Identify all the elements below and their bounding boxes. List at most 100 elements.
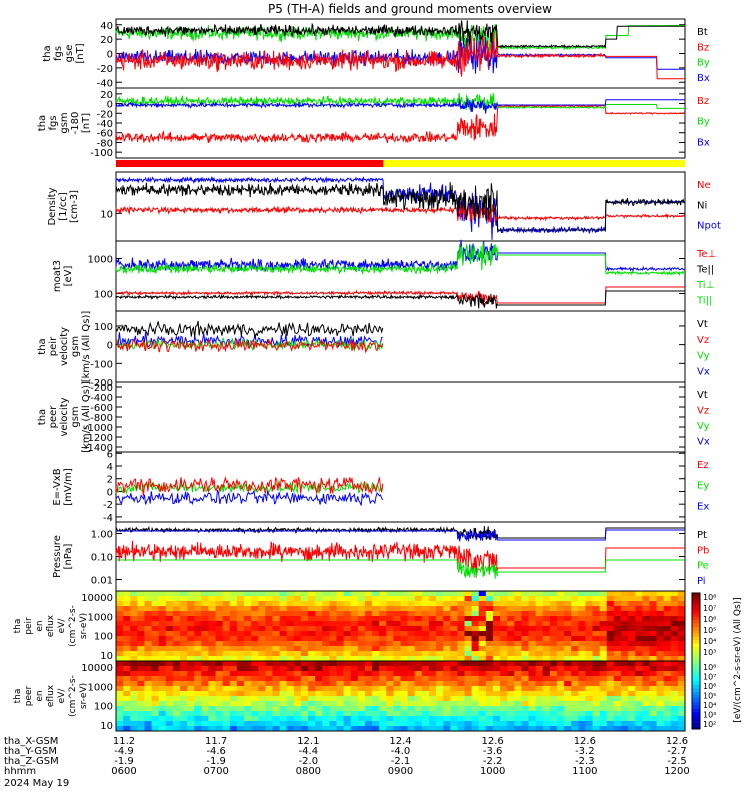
- spectrogram-cell: [222, 696, 231, 702]
- spectrogram-cell: [329, 606, 337, 612]
- spectrogram-cell: [457, 656, 466, 662]
- vt-trace: [115, 320, 384, 340]
- spectrogram-cell: [272, 696, 281, 702]
- spectrogram-cell: [457, 706, 466, 712]
- spectrogram-cell: [549, 596, 558, 602]
- spectrogram-cell: [329, 711, 337, 717]
- spectrogram-cell: [208, 691, 217, 697]
- spectrogram-cell: [272, 601, 281, 607]
- spectrogram-cell: [350, 656, 359, 662]
- spectrogram-cell: [236, 626, 245, 632]
- spectrogram-cell: [187, 666, 195, 672]
- spectrogram-cell: [315, 681, 323, 687]
- spectrogram-cell: [642, 726, 650, 732]
- spectrogram-cell: [564, 726, 572, 732]
- spectrogram-cell: [478, 696, 487, 702]
- spectrogram-cell: [151, 596, 160, 602]
- spectrogram-cell: [357, 606, 366, 612]
- spectrogram-cell: [372, 601, 380, 607]
- spectrogram-cell: [393, 621, 401, 627]
- spectrogram-cell: [443, 596, 451, 602]
- spectrogram-cell: [315, 616, 323, 622]
- spectrogram-cell: [208, 656, 217, 662]
- spectrogram-cell: [187, 716, 195, 722]
- spectrogram-cell: [606, 611, 615, 617]
- spectrogram-cell: [336, 681, 345, 687]
- spectrogram-cell: [578, 706, 586, 712]
- spectrogram-cell: [514, 616, 522, 622]
- spectrogram-cell: [137, 686, 145, 692]
- y-axis-label: [nT]: [75, 43, 86, 63]
- spectrogram-cell: [620, 641, 629, 647]
- spectrogram-cell: [244, 671, 252, 677]
- spectrogram-cell: [364, 691, 373, 697]
- spectrogram-cell: [564, 636, 572, 642]
- spectrogram-cell: [187, 656, 195, 662]
- spectrogram-cell: [492, 696, 501, 702]
- spectrogram-cell: [556, 691, 565, 697]
- spectrogram-cell: [315, 596, 323, 602]
- spectrogram-cell: [265, 676, 273, 682]
- spectrogram-cell: [677, 606, 686, 612]
- spectrogram-cell: [613, 726, 622, 732]
- spectrogram-cell: [556, 636, 565, 642]
- spectrogram-cell: [656, 621, 665, 627]
- spectrogram-cell: [215, 711, 224, 717]
- spectrogram-cell: [300, 666, 309, 672]
- spectrogram-cell: [485, 626, 494, 632]
- spectrogram-cell: [293, 706, 302, 712]
- spectrogram-cell: [158, 721, 167, 727]
- xaxis-value: -2.1: [391, 756, 411, 767]
- spectrogram-cell: [364, 626, 373, 632]
- spectrogram-cell: [542, 686, 551, 692]
- legend-entry: Bz: [697, 96, 709, 107]
- spectrogram-cell: [478, 706, 487, 712]
- spectrogram-cell: [528, 686, 537, 692]
- spectrogram-cell: [500, 726, 508, 732]
- spectrogram-cell: [137, 591, 145, 597]
- spectrogram-cell: [677, 661, 686, 667]
- spectrogram-cell: [379, 596, 387, 602]
- spectrogram-cell: [507, 656, 515, 662]
- spectrogram-cell: [492, 611, 501, 617]
- spectrogram-cell: [279, 681, 288, 687]
- spectrogram-cell: [364, 606, 373, 612]
- spectrogram-cell: [492, 646, 501, 652]
- spectrogram-cell: [677, 656, 686, 662]
- spectrogram-cell: [450, 591, 458, 597]
- spectrogram-cell: [251, 631, 259, 637]
- spectrogram-cell: [272, 641, 281, 647]
- spectrogram-cell: [244, 726, 252, 732]
- spectrogram-cell: [599, 596, 608, 602]
- spectrogram-cell: [635, 611, 643, 617]
- spectrogram-cell: [549, 701, 558, 707]
- spectrogram-cell: [201, 686, 209, 692]
- spectrogram-cell: [258, 686, 266, 692]
- spectrogram-cell: [222, 716, 231, 722]
- spectrogram-cell: [585, 601, 594, 607]
- spectrogram-cell: [556, 606, 565, 612]
- legend-entry: Pb: [697, 545, 709, 556]
- spectrogram-cell: [336, 721, 345, 727]
- spectrogram-cell: [421, 706, 430, 712]
- spectrogram-cell: [414, 681, 423, 687]
- spectrogram-cell: [350, 701, 359, 707]
- spectrogram-cell: [265, 721, 273, 727]
- spectrogram-cell: [279, 661, 288, 667]
- spectrogram-cell: [592, 666, 601, 672]
- spectrogram-cell: [578, 696, 586, 702]
- spectrogram-cell: [542, 716, 551, 722]
- spectrogram-cell: [372, 606, 380, 612]
- spectrogram-cell: [542, 701, 551, 707]
- spectrogram-cell: [542, 711, 551, 717]
- spectrogram-cell: [457, 691, 466, 697]
- y-tick-label: 1000: [88, 612, 113, 623]
- spectrogram-cell: [542, 721, 551, 727]
- spectrogram-cell: [421, 611, 430, 617]
- spectrogram-cell: [379, 606, 387, 612]
- spectrogram-cell: [215, 726, 224, 732]
- spectrogram-cell: [613, 641, 622, 647]
- spectrogram-cell: [485, 706, 494, 712]
- spectrogram-cell: [180, 666, 188, 672]
- spectrogram-cell: [471, 726, 480, 732]
